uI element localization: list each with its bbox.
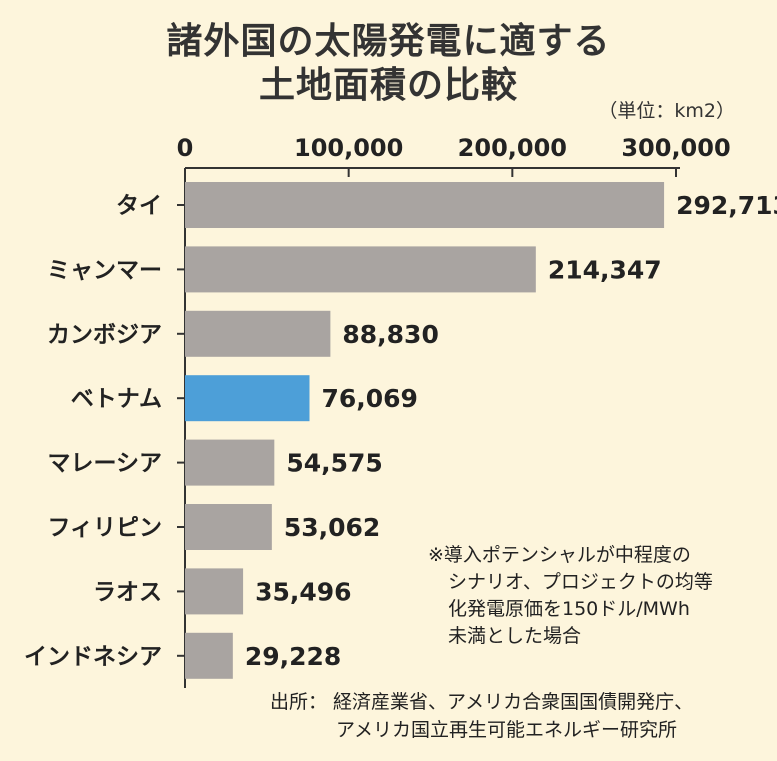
category-label: マレーシア [47, 451, 162, 477]
category-label: ミャンマー [47, 257, 162, 283]
category-label: ベトナム [71, 386, 162, 412]
footnote-line: ※導入ポテンシャルが中程度の [428, 544, 691, 566]
x-tick-label: 0 [177, 134, 194, 162]
category-label: タイ [116, 193, 162, 219]
data-label: 29,228 [245, 642, 341, 671]
bar [185, 504, 272, 550]
bar [185, 568, 244, 615]
chart-title-line-2: 土地面積の比較 [258, 65, 518, 106]
bar [185, 182, 665, 228]
data-label: 292,713 [676, 191, 777, 220]
footnote-line: 未満とした場合 [448, 625, 582, 647]
category-label: ラオス [93, 579, 162, 605]
footnote: ※導入ポテンシャルが中程度の シナリオ、プロジェクトの均等 化発電原価を150ド… [428, 542, 768, 650]
category-label: カンボジア [47, 322, 162, 348]
data-label: 76,069 [321, 384, 417, 413]
bar [185, 310, 331, 357]
category-label: フィリピン [47, 515, 162, 541]
source-line: 出所： 経済産業省、アメリカ合衆国国債開発庁、 [270, 691, 694, 713]
source-line: アメリカ国立再生可能エネルギー研究所 [336, 719, 678, 741]
category-label: インドネシア [24, 644, 162, 670]
x-tick-label: 300,000 [621, 134, 730, 162]
bar [185, 632, 233, 679]
unit-label: （単位：km2） [598, 100, 735, 122]
data-label: 53,062 [284, 513, 380, 542]
source-credit: 出所： 経済産業省、アメリカ合衆国国債開発庁、 アメリカ国立再生可能エネルギー研… [270, 688, 770, 744]
x-tick-label: 200,000 [458, 134, 567, 162]
data-label: 54,575 [286, 449, 382, 478]
data-label: 214,347 [548, 255, 662, 284]
chart-title-line-1: 諸外国の太陽発電に適する [166, 21, 611, 62]
x-tick-label: 100,000 [294, 134, 403, 162]
bar [185, 246, 536, 293]
footnote-line: シナリオ、プロジェクトの均等 [448, 571, 713, 593]
bar [185, 439, 275, 486]
data-label: 35,496 [255, 577, 351, 606]
footnote-line: 化発電原価を150ドル/MWh [448, 598, 690, 620]
bar [185, 375, 310, 422]
data-label: 88,830 [342, 320, 438, 349]
